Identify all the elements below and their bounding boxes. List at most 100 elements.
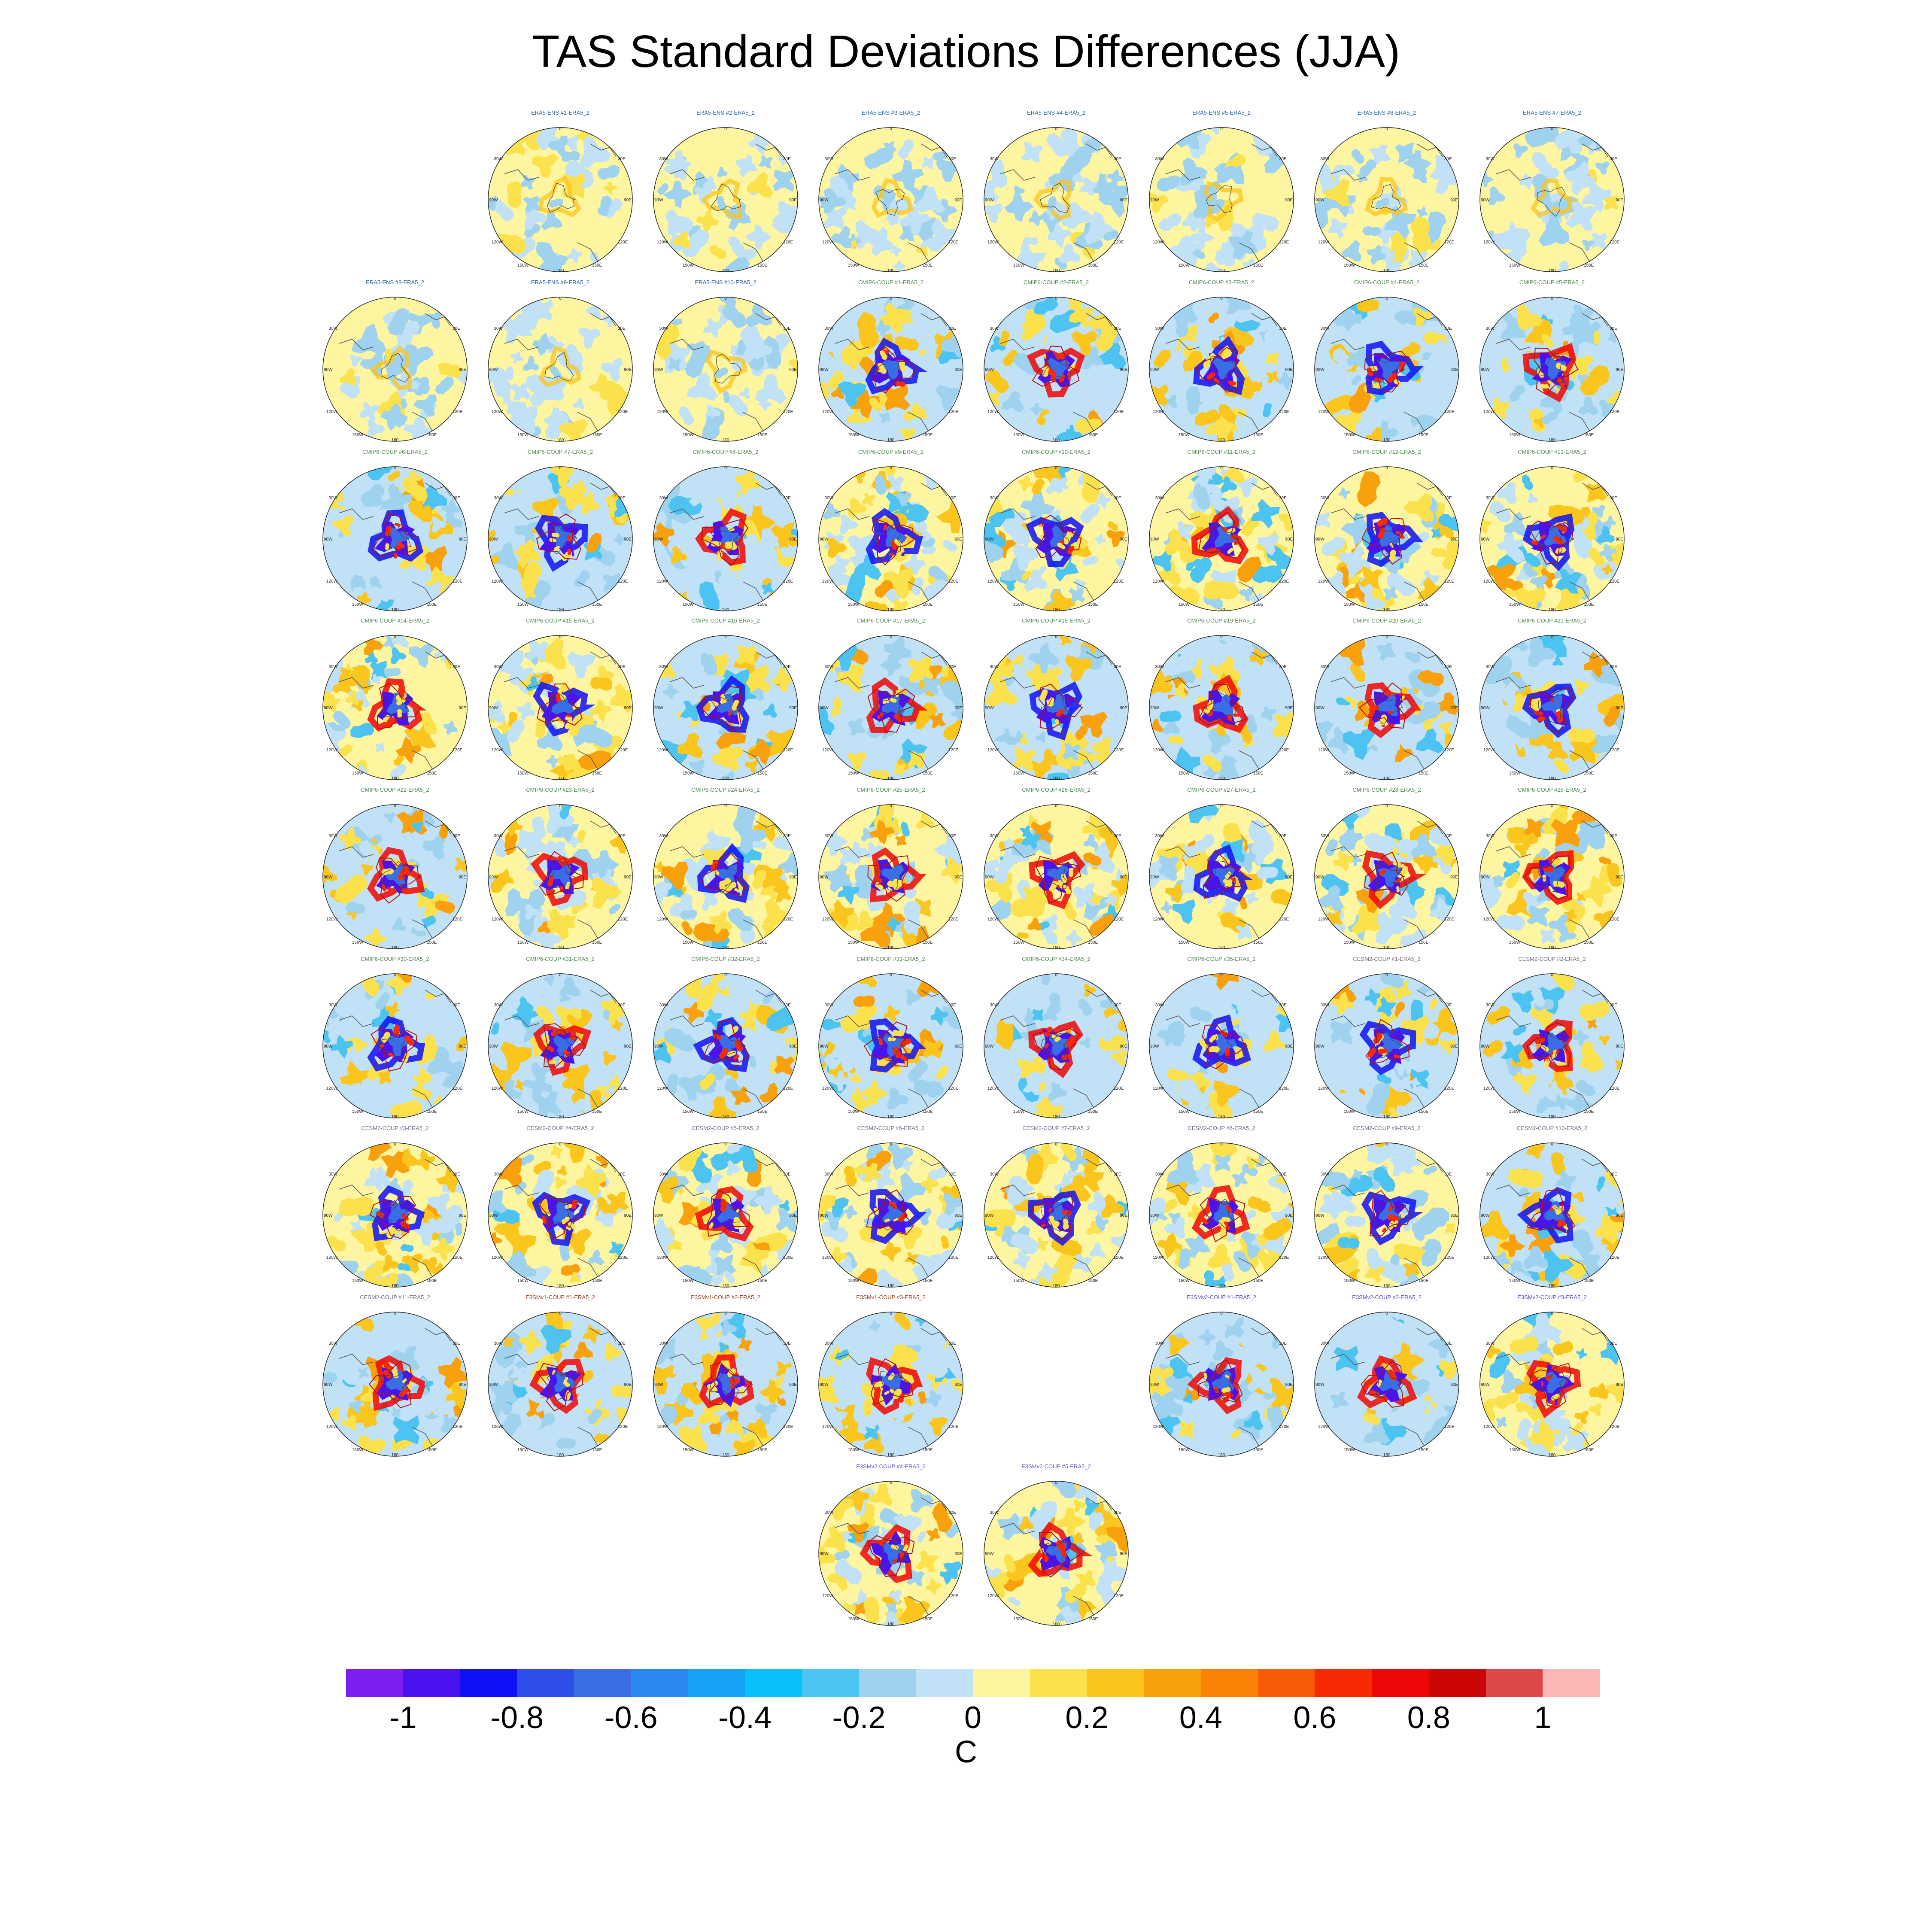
panel-title: CMIP6-COUP #2-ERA5_2 <box>1023 279 1089 286</box>
field-patch <box>1495 1417 1507 1428</box>
field-patch <box>899 203 932 236</box>
field-patch <box>1083 852 1102 866</box>
map-panel: CMIP6-COUP #13-ERA5_2 0 180 30W 90W 120W 30E 90… <box>1475 449 1629 620</box>
field-patch <box>936 1203 963 1229</box>
coastline <box>1582 651 1608 665</box>
longitude-label: 30W <box>990 326 999 331</box>
longitude-label: 0 <box>890 127 892 131</box>
field-patch <box>438 362 463 378</box>
field-patch <box>1498 1234 1526 1258</box>
longitude-label: 0 <box>1385 466 1388 471</box>
map-border <box>818 466 963 611</box>
panel-title: CMIP6-COUP #33-ERA5_2 <box>857 956 925 962</box>
longitude-label: 150W <box>683 263 694 268</box>
field-patch <box>695 1313 725 1340</box>
field-patch <box>1020 142 1043 163</box>
field-patch <box>1235 924 1253 940</box>
longitude-label: 90E <box>624 1382 632 1387</box>
field-patch <box>1363 1420 1391 1445</box>
field-patch <box>518 1330 543 1355</box>
field-patch <box>735 154 758 178</box>
field-patch <box>1021 570 1032 580</box>
field-patch <box>930 1006 948 1027</box>
map-border <box>488 804 633 949</box>
field-patch <box>380 403 408 431</box>
map-border <box>984 297 1129 442</box>
field-patch <box>1250 565 1285 583</box>
field-patch <box>885 1602 898 1614</box>
panel-title: CESM2-COUP #5-ERA5_2 <box>692 1125 759 1131</box>
coastline <box>504 677 539 689</box>
longitude-label: 30W <box>1155 1172 1164 1177</box>
longitude-label: 0 <box>1385 635 1388 639</box>
field-patch <box>1236 980 1256 1016</box>
longitude-label: 120W <box>657 748 668 753</box>
field-patch <box>917 1531 926 1543</box>
field-patch <box>1377 996 1397 1017</box>
longitude-label: 90E <box>1450 537 1458 542</box>
longitude-label: 30W <box>659 665 668 669</box>
field-patch <box>535 717 547 738</box>
map-border <box>322 973 468 1118</box>
longitude-label: 120E <box>1279 1086 1289 1091</box>
map-border <box>984 804 1129 949</box>
field-patch <box>327 1343 362 1362</box>
field-patch <box>412 821 424 833</box>
field-patch <box>706 1323 723 1337</box>
field-patch <box>1388 1106 1398 1118</box>
longitude-label: 180 <box>887 608 895 612</box>
field-patch <box>1516 568 1530 582</box>
polar-core <box>734 888 740 893</box>
panel-title: E3SMv1-COUP #2-ERA5_2 <box>691 1294 760 1300</box>
field-patch <box>554 1176 567 1190</box>
coastline <box>544 352 574 382</box>
longitude-label: 30E <box>948 496 956 501</box>
map-panel: ERA5-ENS #10-ERA5_2 0 180 30W 90W 120W 30E 90E 1… <box>648 279 803 451</box>
polar-core <box>385 1370 408 1393</box>
longitude-label: 150E <box>757 940 768 945</box>
polar-core <box>899 1054 908 1062</box>
longitude-label: 90E <box>624 537 632 542</box>
field-patch <box>657 696 674 714</box>
panel-title: CESM2-COUP #9-ERA5_2 <box>1353 1125 1421 1131</box>
longitude-label: 0 <box>1551 1142 1553 1147</box>
longitude-label: 150E <box>1088 1109 1098 1114</box>
field-patch <box>1185 386 1203 416</box>
longitude-label: 90W <box>985 1044 994 1049</box>
field-patch <box>863 1597 880 1625</box>
field-patch <box>1164 394 1178 408</box>
field-patch <box>1151 550 1172 572</box>
longitude-label: 90W <box>489 198 498 203</box>
polar-core <box>1379 869 1386 875</box>
field-patch <box>348 1078 376 1106</box>
contour-line <box>867 1535 915 1577</box>
field-patch <box>420 377 430 394</box>
longitude-label: 30W <box>1320 1172 1329 1177</box>
longitude-label: 0 <box>559 804 562 808</box>
field-patch <box>701 651 718 677</box>
field-patch <box>1356 172 1368 184</box>
field-patch <box>589 849 620 879</box>
field-patch <box>1496 482 1517 504</box>
longitude-label: 90W <box>820 706 829 711</box>
longitude-label: 180 <box>1053 1115 1060 1119</box>
polar-ring <box>695 508 747 566</box>
field-patch <box>1162 718 1181 735</box>
field-patch <box>1250 499 1280 529</box>
longitude-label: 120W <box>657 1086 668 1091</box>
field-patch <box>1377 1073 1392 1084</box>
longitude-label: 90E <box>1120 1044 1127 1049</box>
coastline <box>504 1015 539 1027</box>
field-patch <box>1393 1243 1427 1263</box>
longitude-label: 30E <box>618 1003 626 1008</box>
field-patch <box>1172 899 1196 924</box>
longitude-label: 30W <box>659 157 668 161</box>
longitude-label: 150E <box>427 602 437 607</box>
field-patch <box>1215 635 1230 642</box>
